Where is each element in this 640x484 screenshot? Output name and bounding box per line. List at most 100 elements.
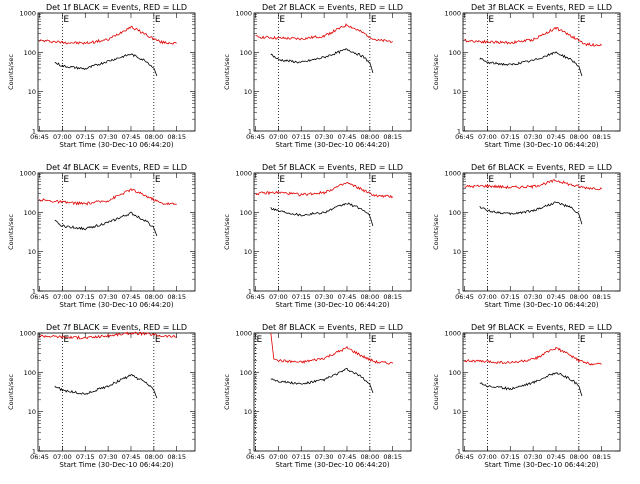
y-tick-label: 1000 [19, 330, 36, 338]
series-lld-line [270, 332, 393, 365]
series-lld-line [464, 179, 602, 191]
x-tick-label: 07:00 [269, 133, 288, 141]
x-tick-label: 08:00 [144, 453, 163, 461]
x-tick-label: 07:30 [315, 453, 334, 461]
x-tick-label: 07:30 [524, 293, 543, 301]
x-tick-label: 06:45 [30, 293, 49, 301]
plot-frame [253, 172, 412, 292]
y-tick-label: 100 [449, 369, 461, 377]
x-tick-label: 06:45 [455, 293, 474, 301]
x-tick-label: 06:45 [455, 133, 474, 141]
x-axis-label: Start Time (30-Dec-10 06:44:20) [275, 461, 389, 469]
y-tick-label: 1000 [19, 170, 36, 178]
plot-title: Det 3f BLACK = Events, RED = LLD [471, 3, 612, 12]
y-axis-label: Counts/sec [223, 54, 231, 90]
series-lld-line [464, 26, 602, 47]
series-events-line [270, 48, 374, 74]
y-tick-label: 10 [453, 408, 461, 416]
y-tick-label: 1000 [444, 170, 461, 178]
series-events-line [54, 374, 158, 399]
y-tick-label: 1 [248, 128, 252, 136]
x-tick-label: 07:15 [501, 453, 520, 461]
x-tick-label: 07:30 [99, 293, 118, 301]
x-tick-label: 07:15 [501, 133, 520, 141]
y-tick-label: 100 [24, 209, 36, 217]
x-tick-label: 07:30 [99, 453, 118, 461]
y-tick-label: 10 [244, 88, 252, 96]
event-marker-label: E [488, 15, 494, 25]
plot-panel-3: Det 3f BLACK = Events, RED = LLD 1 10 100 10… [432, 3, 621, 149]
y-tick-label: 10 [453, 248, 461, 256]
y-axis-label: Counts/sec [223, 214, 231, 250]
x-tick-label: 07:15 [76, 133, 95, 141]
plot-frame [37, 12, 196, 132]
x-tick-label: 07:00 [478, 133, 497, 141]
event-marker-label: E [488, 335, 494, 345]
y-axis-label: Counts/sec [432, 214, 440, 250]
plot-frame [253, 12, 412, 132]
x-tick-label: 07:15 [76, 453, 95, 461]
event-marker-label: E [63, 15, 69, 25]
series-events-line [54, 211, 158, 237]
event-marker-label: E [155, 335, 161, 345]
y-tick-label: 1 [248, 288, 252, 296]
y-tick-label: 100 [449, 49, 461, 57]
x-tick-label: 08:15 [592, 453, 611, 461]
y-tick-label: 1000 [444, 10, 461, 18]
x-tick-label: 07:45 [547, 133, 566, 141]
x-tick-label: 08:15 [592, 133, 611, 141]
y-axis-label: Counts/sec [7, 374, 15, 410]
x-tick-label: 08:00 [144, 293, 163, 301]
x-axis-label: Start Time (30-Dec-10 06:44:20) [275, 301, 389, 309]
x-tick-label: 07:00 [53, 133, 72, 141]
x-axis-label: Start Time (30-Dec-10 06:44:20) [484, 141, 598, 149]
plot-frame [462, 12, 621, 132]
plot-panel-2: Det 2f BLACK = Events, RED = LLD 1 10 100 10… [223, 3, 412, 149]
y-tick-label: 10 [28, 88, 36, 96]
x-tick-label: 07:15 [292, 133, 311, 141]
x-tick-label: 08:00 [569, 293, 588, 301]
plot-title: Det 5f BLACK = Events, RED = LLD [262, 163, 403, 172]
event-marker-label: E [371, 15, 377, 25]
event-marker-label: E [371, 335, 377, 345]
plot-title: Det 9f BLACK = Events, RED = LLD [471, 323, 612, 332]
x-tick-label: 06:45 [246, 293, 265, 301]
x-tick-label: 08:00 [360, 133, 379, 141]
y-tick-label: 1000 [235, 330, 252, 338]
y-axis-label: Counts/sec [7, 214, 15, 250]
series-lld-line [255, 23, 393, 44]
x-tick-label: 07:00 [269, 293, 288, 301]
y-tick-label: 1 [32, 448, 36, 456]
plot-panel-6: Det 6f BLACK = Events, RED = LLD 1 10 100 10… [432, 163, 621, 309]
event-marker-label: E [580, 15, 586, 25]
y-tick-label: 1000 [444, 330, 461, 338]
x-axis-label: Start Time (30-Dec-10 06:44:20) [59, 301, 173, 309]
y-axis-label: Counts/sec [7, 54, 15, 90]
plot-frame [462, 332, 621, 452]
y-tick-label: 1000 [235, 170, 252, 178]
y-axis-label: Counts/sec [223, 374, 231, 410]
x-tick-label: 06:45 [30, 133, 49, 141]
y-axis-label: Counts/sec [432, 374, 440, 410]
plot-panel-4: Det 4f BLACK = Events, RED = LLD 1 10 100 10… [7, 163, 196, 309]
x-tick-label: 08:15 [383, 453, 402, 461]
x-tick-label: 06:45 [246, 453, 265, 461]
y-tick-label: 1 [457, 448, 461, 456]
series-events-line [270, 367, 374, 394]
x-tick-label: 08:00 [360, 453, 379, 461]
y-tick-label: 100 [24, 49, 36, 57]
x-tick-label: 08:00 [360, 293, 379, 301]
series-events-line [54, 53, 158, 77]
event-marker-label: E [580, 335, 586, 345]
series-lld-line [464, 346, 602, 366]
event-marker-label: E [279, 15, 285, 25]
x-axis-label: Start Time (30-Dec-10 06:44:20) [484, 301, 598, 309]
event-marker-label: E [63, 335, 69, 345]
x-tick-label: 07:45 [122, 453, 141, 461]
plot-panel-7: Det 7f BLACK = Events, RED = LLD 1 10 100 10… [7, 323, 196, 469]
x-tick-label: 06:45 [455, 453, 474, 461]
x-tick-label: 07:00 [53, 293, 72, 301]
plot-frame [253, 332, 412, 452]
x-tick-label: 07:00 [478, 453, 497, 461]
